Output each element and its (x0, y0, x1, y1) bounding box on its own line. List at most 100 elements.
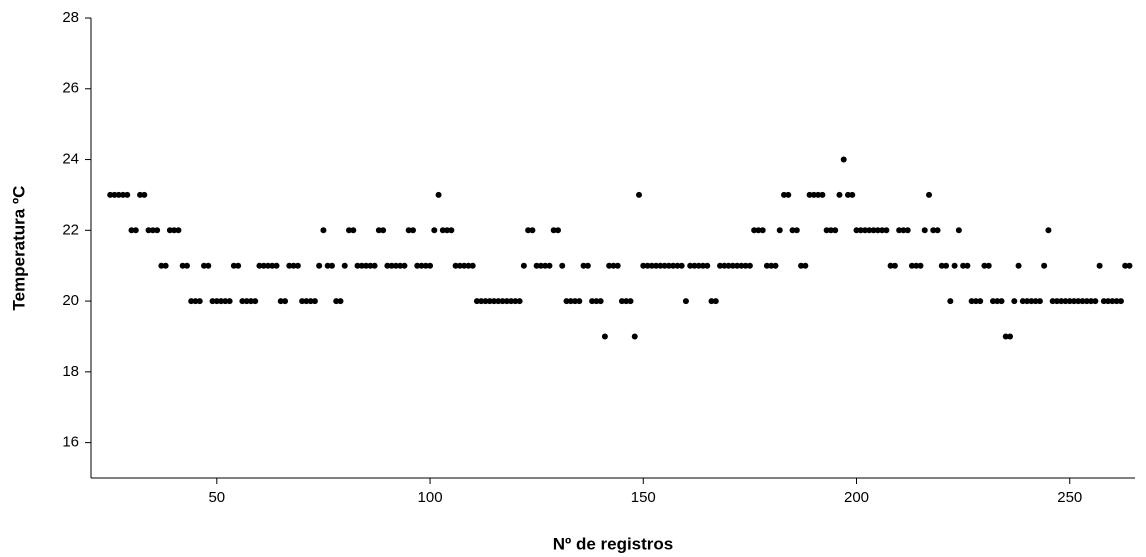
data-point (435, 191, 442, 198)
data-point (388, 262, 395, 269)
data-point (887, 262, 894, 269)
data-point (201, 262, 208, 269)
data-point (1062, 298, 1069, 305)
data-point (141, 191, 148, 198)
data-point (316, 262, 323, 269)
data-point (137, 191, 144, 198)
data-point (1113, 298, 1120, 305)
data-point (1011, 298, 1018, 305)
data-point (294, 262, 301, 269)
data-point (337, 298, 344, 305)
data-point (584, 262, 591, 269)
data-point (674, 262, 681, 269)
data-point (196, 298, 203, 305)
data-point (827, 227, 834, 234)
data-point (243, 298, 250, 305)
data-point (815, 191, 822, 198)
data-point (866, 227, 873, 234)
data-point (1007, 333, 1014, 340)
data-point (111, 191, 118, 198)
data-point (183, 262, 190, 269)
data-point (717, 262, 724, 269)
data-point (354, 262, 361, 269)
data-point (520, 262, 527, 269)
data-point (601, 333, 608, 340)
data-point (964, 262, 971, 269)
data-point (627, 298, 634, 305)
data-point (495, 298, 502, 305)
data-point (904, 227, 911, 234)
data-point (166, 227, 173, 234)
data-point (776, 227, 783, 234)
data-point (896, 227, 903, 234)
data-point (849, 191, 856, 198)
data-point (499, 298, 506, 305)
data-point (653, 262, 660, 269)
data-point (1105, 298, 1112, 305)
x-tick-label: 250 (1057, 489, 1082, 506)
data-point (482, 298, 489, 305)
data-point (636, 191, 643, 198)
data-point (589, 298, 596, 305)
data-point (810, 191, 817, 198)
data-point (789, 227, 796, 234)
x-tick-label: 50 (208, 489, 225, 506)
data-point (917, 262, 924, 269)
data-point (934, 227, 941, 234)
data-point (324, 262, 331, 269)
data-point (179, 262, 186, 269)
data-point (704, 262, 711, 269)
data-point (1079, 298, 1086, 305)
data-point (823, 227, 830, 234)
data-point (712, 298, 719, 305)
data-point (1024, 298, 1031, 305)
data-point (537, 262, 544, 269)
data-point (239, 298, 246, 305)
data-point (994, 298, 1001, 305)
data-point (175, 227, 182, 234)
data-point (981, 262, 988, 269)
data-point (772, 262, 779, 269)
data-point (606, 262, 613, 269)
data-point (960, 262, 967, 269)
data-point (1096, 262, 1103, 269)
data-point (461, 262, 468, 269)
data-point (572, 298, 579, 305)
data-point (491, 298, 498, 305)
data-point (247, 298, 254, 305)
data-point (593, 298, 600, 305)
data-point (439, 227, 446, 234)
data-point (154, 227, 161, 234)
data-point (533, 262, 540, 269)
data-point (145, 227, 152, 234)
data-point (913, 262, 920, 269)
data-point (819, 191, 826, 198)
data-point (452, 262, 459, 269)
x-tick-label: 100 (418, 489, 443, 506)
data-point (1045, 227, 1052, 234)
data-point (879, 227, 886, 234)
data-point (1058, 298, 1065, 305)
data-point (405, 227, 412, 234)
data-point (107, 191, 114, 198)
x-axis-title: Nº de registros (553, 534, 674, 553)
data-point (307, 298, 314, 305)
data-point (299, 298, 306, 305)
data-point (793, 227, 800, 234)
data-point (699, 262, 706, 269)
data-point (128, 227, 135, 234)
data-point (691, 262, 698, 269)
y-tick-label: 18 (62, 363, 79, 380)
data-point (1015, 262, 1022, 269)
data-point (768, 262, 775, 269)
data-point (785, 191, 792, 198)
data-point (226, 298, 233, 305)
data-point (431, 227, 438, 234)
data-point (874, 227, 881, 234)
data-point (972, 298, 979, 305)
data-point (1019, 298, 1026, 305)
data-point (665, 262, 672, 269)
data-point (469, 262, 476, 269)
data-point (529, 227, 536, 234)
